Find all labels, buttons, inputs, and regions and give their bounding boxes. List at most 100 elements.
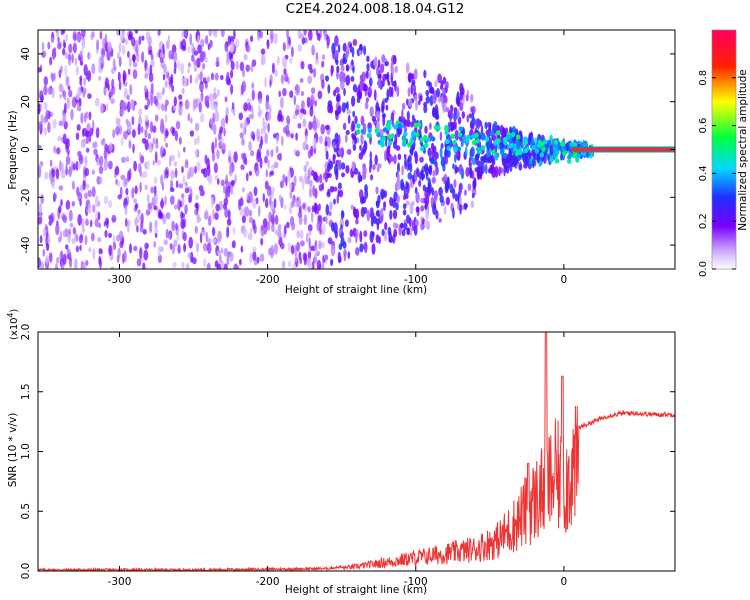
spectrogram-blob [225,106,229,117]
spectrogram-blob [230,60,235,71]
spectrogram-blob [39,235,43,244]
spectrogram-blob [413,224,418,236]
spectrogram-blob [486,151,491,158]
spectrogram-blob [128,140,132,149]
spectrogram-blob [340,209,344,220]
spectrogram-blob [219,126,223,134]
spectrogram-blob [132,53,136,64]
spectrogram-blob [248,191,253,204]
spectrogram-blob [343,87,346,97]
spectrogram-blob [206,95,210,101]
spectrogram-blob [111,67,115,75]
spectrogram-blob [406,119,411,128]
spectrogram-blob [63,90,67,101]
snr-scale-exponent: 4 [6,312,15,317]
spectrogram-blob [165,130,169,137]
spectrogram-blob [110,98,115,104]
spectrogram-blob [191,42,195,55]
spectrogram-blob [132,143,135,154]
spectrogram-blob [226,218,232,226]
spectrogram-blob [313,67,317,78]
spectrogram-blob [256,128,260,140]
spectrogram-blob [68,89,73,98]
spectrogram-blob [397,162,400,173]
spectrogram-blob [274,214,279,225]
spectrogram-blob [418,179,422,187]
spectrogram-blob [144,91,149,101]
spectrogram-blob [231,102,235,110]
spectrogram-blob [144,104,149,110]
spectrogram-blob [434,161,438,168]
spectrogram-blob [105,102,109,111]
spectrogram-blob [301,37,305,45]
spectrogram-blob [216,150,220,159]
spectrogram-blob [543,139,548,145]
spectrogram-blob [154,114,159,122]
spectrogram-blob [438,186,443,197]
spectrogram-blob [364,101,369,110]
spectrogram-blob [248,113,254,120]
spectrogram-blob [227,77,231,86]
spectrogram-blob [213,162,218,174]
spectrogram-blob [206,262,211,269]
spectrogram-blob [58,185,64,191]
spectrogram-blob [57,42,62,50]
spectrogram-blob [193,65,198,72]
spectrogram-blob [131,116,135,126]
spectrogram-blob [278,239,283,245]
spectrogram-blob [393,228,398,238]
spectrogram-blob [340,78,345,90]
spectrogram-blob [356,123,361,129]
spectrogram-blob [439,147,443,159]
spectrogram-blob [379,209,383,217]
spectrogram-blob [111,214,117,223]
spectrogram-blob [308,121,313,131]
spectrogram-blob [45,109,49,122]
spectrogram-blob [152,137,156,145]
spectrogram-blob [347,251,351,259]
spectrogram-blob [458,126,463,132]
spectrogram-blob [115,117,119,126]
spectrogram-blob [474,132,479,138]
spectrogram-blob [397,153,402,161]
spectrogram-blob [59,160,62,172]
spectrogram-blob [64,102,67,114]
spectrogram-blob [250,150,255,157]
spectrogram-blob [108,232,112,238]
spectrogram-blob [39,121,42,130]
spectrogram-blob [275,145,279,154]
spectrogram-blob [415,206,420,213]
spectrogram-blob [316,259,322,269]
spectrogram-blob [174,130,178,142]
spectrogram-blob [395,179,399,191]
spectrogram-blob [298,175,304,183]
spectrogram-blob [84,235,88,246]
spectrogram-blob [53,145,57,154]
spectrogram-blob [425,209,430,220]
spectrogram-blob [476,170,481,181]
spectrogram-blob [198,45,203,53]
spectrogram-blob [410,132,416,138]
spectrogram-blob [146,160,150,171]
spectrogram-blob [97,211,101,221]
spectrogram-blob [249,252,253,264]
spectrogram-blob [194,122,200,132]
spectrogram-blob [40,194,45,205]
spectrogram-blob [307,75,313,84]
spectrogram-blob [64,64,68,77]
spectrogram-blob [364,188,369,200]
spectrogram-blob [299,229,304,240]
spectrogram-blob [174,168,178,178]
spectrogram-blob [309,166,313,173]
spectrogram-blob [214,175,219,181]
spectrogram-blob [464,146,468,158]
spectrogram-blob [165,39,170,51]
spectrogram-blob [496,130,501,136]
spectrogram-blob [81,30,86,38]
spectrogram-blob [148,72,154,83]
spectrogram-blob [366,133,372,139]
spectrogram-blob [332,141,336,150]
spectrogram-blob [456,109,460,120]
spectrogram-blob [360,128,366,134]
